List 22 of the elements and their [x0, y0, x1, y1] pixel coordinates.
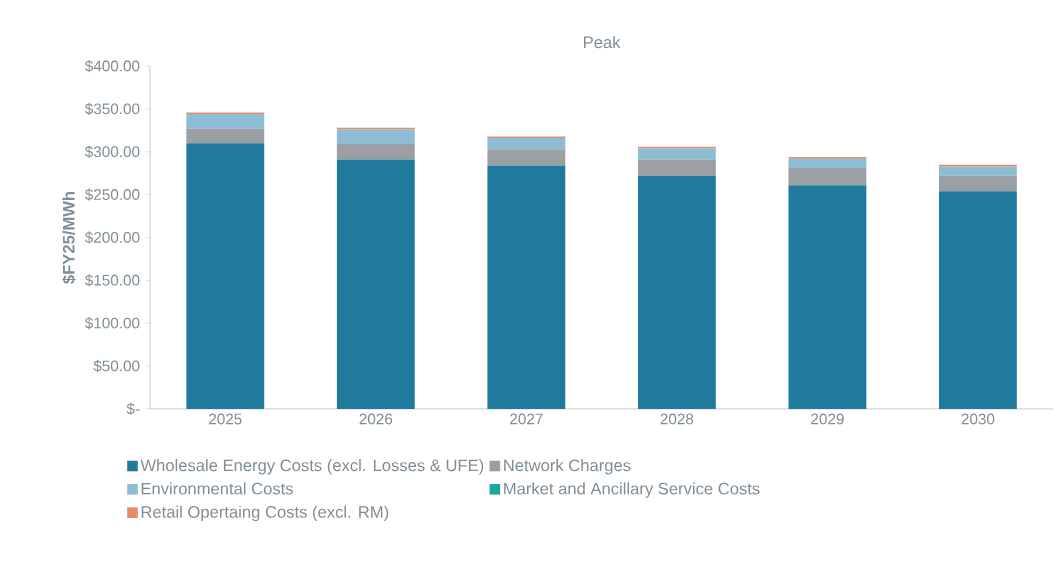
y-tick-label: $350.00 [84, 102, 140, 116]
legend-label: Wholesale Energy Costs (excl. Losses & UFE) [140, 459, 484, 475]
legend-label: Retail Opertaing Costs (excl. RM) [141, 505, 389, 522]
y-tick-label: $400.00 [84, 60, 140, 73]
x-tick-label: 2025 [209, 413, 242, 425]
x-tick-label: 2028 [660, 413, 694, 425]
legend-label: Environmental Costs [141, 482, 293, 495]
y-axis-title: $FY25/MWh [62, 192, 76, 284]
x-tick-label: 2029 [811, 413, 844, 425]
chart-title: Peak [584, 36, 621, 49]
x-tick-label: 2026 [359, 413, 393, 425]
y-tick-label: $100.00 [84, 317, 140, 330]
legend-label: Market and Ancillary Service Costs [504, 482, 760, 498]
y-tick-label: $150.00 [84, 274, 140, 287]
legend-label: Network Charges [504, 459, 631, 475]
x-tick-label: 2027 [510, 413, 543, 425]
y-tick-label: $250.00 [84, 188, 140, 201]
y-tick-label: $200.00 [84, 231, 140, 244]
y-tick-label: $- [126, 402, 140, 416]
y-tick-label: $300.00 [84, 145, 140, 159]
y-tick-label: $50.00 [93, 359, 140, 373]
x-tick-label: 2030 [961, 413, 995, 425]
